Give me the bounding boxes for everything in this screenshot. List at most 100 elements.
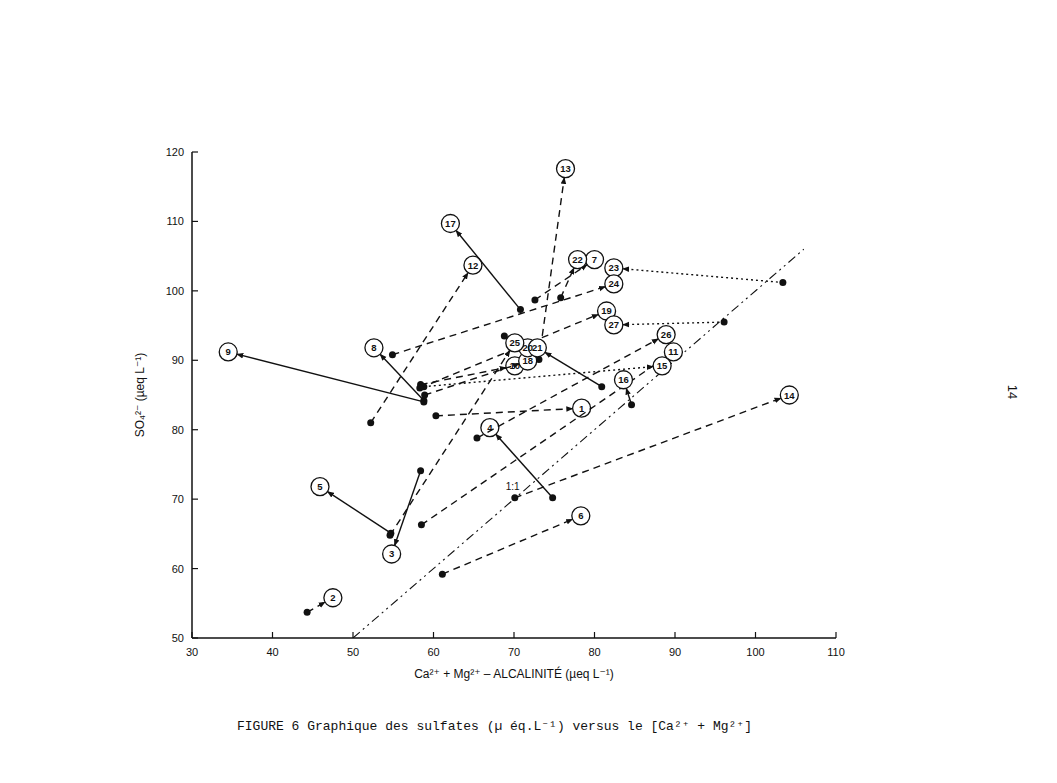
arrow — [456, 230, 520, 309]
end-point — [557, 160, 575, 178]
lake-label: 25 — [510, 337, 521, 348]
y-tick — [192, 221, 198, 222]
start-point — [421, 392, 428, 399]
end-point — [605, 275, 623, 293]
y-tick — [192, 568, 198, 569]
lake-label: 3 — [389, 548, 394, 559]
lake-label: 18 — [522, 355, 533, 366]
lake-label: 6 — [578, 510, 583, 521]
lake-label: 27 — [609, 319, 620, 330]
end-point — [324, 589, 342, 607]
y-tick — [192, 499, 198, 500]
x-tick-label: 50 — [347, 646, 359, 658]
end-point — [506, 334, 524, 352]
x-tick — [513, 632, 514, 638]
end-point — [311, 478, 329, 496]
y-tick-label: 100 — [166, 285, 184, 297]
lake-label: 14 — [784, 390, 795, 401]
start-point — [721, 319, 728, 326]
start-point — [418, 521, 425, 528]
lake-label: 5 — [317, 481, 323, 492]
plot-area — [219, 160, 804, 638]
start-point — [549, 494, 556, 501]
lake-label: 13 — [560, 163, 571, 174]
x-tick-label: 60 — [427, 646, 439, 658]
arrow — [371, 273, 468, 423]
lake-label: 12 — [468, 260, 479, 271]
end-point — [657, 326, 675, 344]
arrow — [436, 409, 573, 416]
start-point — [531, 296, 538, 303]
arrow — [425, 364, 519, 395]
end-point — [219, 343, 237, 361]
arrow — [561, 268, 574, 298]
end-point — [365, 339, 383, 357]
y-tick-label: 90 — [172, 354, 184, 366]
end-point — [605, 259, 623, 277]
lake-label: 2 — [330, 592, 335, 603]
arrow — [390, 350, 510, 535]
lake-label: 9 — [226, 346, 231, 357]
arrow — [328, 492, 391, 534]
y-tick-label: 110 — [166, 215, 184, 227]
end-point — [569, 251, 587, 269]
start-point — [367, 419, 374, 426]
lake-label: 7 — [592, 254, 597, 265]
start-point — [416, 385, 423, 392]
y-tick — [192, 151, 198, 152]
lake-label: 10 — [510, 360, 521, 371]
end-point — [383, 545, 401, 563]
x-tick — [594, 632, 595, 638]
start-point — [511, 494, 518, 501]
y-tick — [192, 360, 198, 361]
end-point — [481, 419, 499, 437]
lake-label: 15 — [657, 360, 668, 371]
y-tick-label: 80 — [172, 424, 184, 436]
lake-label: 23 — [609, 262, 620, 273]
lake-label: 24 — [609, 278, 620, 289]
start-point — [304, 609, 311, 616]
start-point — [417, 467, 424, 474]
start-point — [473, 435, 480, 442]
end-point — [586, 251, 604, 269]
y-tick — [192, 429, 198, 430]
x-tick-label: 110 — [827, 646, 845, 658]
reference-line-label: 1:1 — [506, 481, 520, 492]
x-tick-label: 100 — [746, 646, 764, 658]
arrow — [237, 354, 424, 402]
arrow — [392, 287, 605, 355]
labels: 1234567891011121314151617181920212223242… — [226, 163, 796, 603]
lake-label: 11 — [668, 346, 679, 357]
x-tick — [272, 632, 273, 638]
x-tick — [674, 632, 675, 638]
lake-label: 17 — [445, 218, 456, 229]
chart: 304050607080901001105060708090100110120C… — [0, 0, 1057, 783]
y-axis — [191, 152, 193, 638]
end-point — [572, 507, 590, 525]
lake-label: 19 — [601, 305, 612, 316]
lake-label: 8 — [371, 342, 376, 353]
x-tick — [755, 632, 756, 638]
x-tick-label: 70 — [508, 646, 520, 658]
arrow — [421, 357, 666, 525]
arrow — [623, 322, 724, 325]
arrow — [380, 354, 424, 400]
page-number: 14 — [1005, 385, 1020, 399]
arrow — [424, 367, 653, 387]
start-point — [557, 294, 564, 301]
end-point — [780, 386, 798, 404]
start-point — [389, 351, 396, 358]
end-point — [653, 357, 671, 375]
start-point — [779, 279, 786, 286]
arrow — [496, 434, 553, 497]
x-tick-label: 40 — [266, 646, 278, 658]
arrow — [545, 352, 602, 386]
x-tick — [835, 632, 836, 638]
lake-label: 22 — [572, 254, 583, 265]
y-tick — [192, 290, 198, 291]
x-tick — [433, 632, 434, 638]
arrow — [539, 178, 564, 360]
x-tick-label: 80 — [588, 646, 600, 658]
x-tick-label: 90 — [669, 646, 681, 658]
x-tick-label: 30 — [186, 646, 198, 658]
